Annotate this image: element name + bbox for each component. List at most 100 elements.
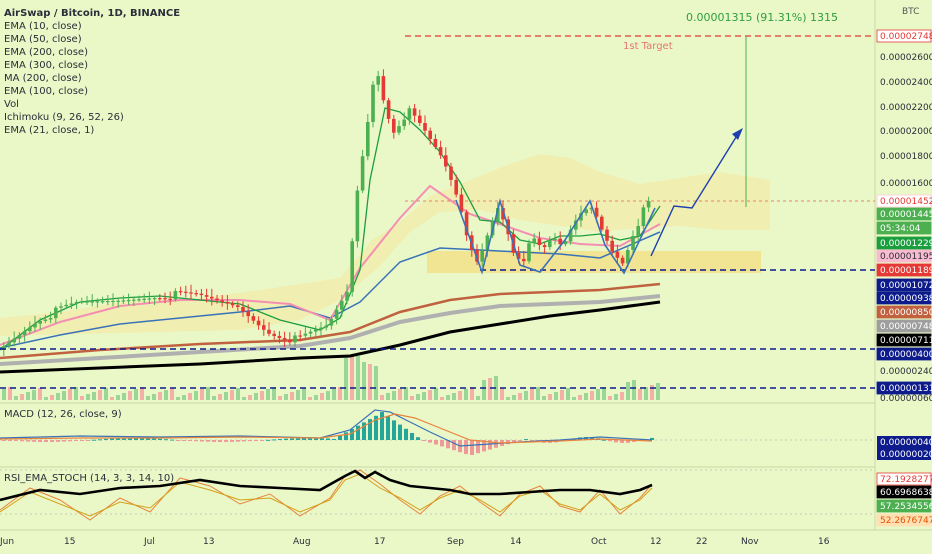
macd-histogram-bar: [314, 438, 318, 440]
stoch-tag-label: 72.19282775: [880, 475, 932, 485]
price-tag: [876, 278, 932, 292]
volume-bar: [308, 397, 312, 400]
candle-bull: [100, 301, 105, 303]
candle-bull: [527, 243, 531, 262]
candle-bull: [646, 201, 651, 208]
volume-bar: [266, 389, 270, 400]
macd-histogram-bar: [140, 438, 144, 440]
volume-bar: [110, 397, 114, 400]
volume-bar: [272, 387, 276, 400]
macd-histogram-bar: [104, 438, 108, 440]
candle-bull: [402, 119, 406, 127]
projection-arrowhead: [732, 128, 743, 140]
candle-bear: [449, 166, 453, 180]
macd-histogram-bar: [380, 412, 384, 440]
volume-bar: [128, 391, 132, 400]
stoch-tag: [876, 513, 932, 527]
stoch-tag-label: 52.26767473: [880, 516, 932, 526]
volume-bar: [254, 393, 258, 400]
candle-bull: [28, 327, 32, 332]
macd-histogram-bar: [44, 440, 48, 442]
volume-bar: [2, 389, 6, 400]
volume-bar: [14, 396, 18, 400]
volume-bar: [74, 387, 78, 400]
macd-histogram-bar: [356, 425, 360, 440]
price-tag: [876, 319, 932, 333]
volume-bar: [44, 397, 48, 400]
volume-bar: [374, 366, 378, 400]
symbol-title: AirSwap / Bitcoin, 1D, BINANCE: [4, 8, 180, 19]
time-tick-label: 15: [64, 537, 75, 547]
candle-bear: [230, 303, 235, 306]
volume-bar: [518, 393, 522, 400]
candle-bear: [594, 207, 599, 217]
indicator-ema10: EMA (10, close): [4, 21, 82, 32]
volume-bar: [212, 396, 216, 400]
volume-bar: [392, 391, 396, 400]
candle-bull: [574, 220, 578, 230]
candle-bull: [584, 209, 588, 214]
price-tag-label: 0.00000131: [880, 384, 932, 394]
candle-bear: [392, 118, 396, 133]
candle-bear: [438, 147, 443, 156]
time-tick-label: 12: [650, 537, 661, 547]
macd-histogram-bar: [422, 440, 426, 441]
macd-histogram-bar: [320, 438, 324, 440]
candle-bear: [433, 138, 438, 148]
candle-bear: [215, 298, 219, 301]
volume-bar: [32, 390, 36, 400]
candle-bull: [17, 334, 22, 339]
time-tick-label: Jul: [143, 537, 155, 547]
volume-bar: [218, 394, 222, 400]
time-tick-label: Sep: [447, 537, 464, 547]
volume-bar: [416, 394, 420, 400]
volume-bar: [200, 389, 204, 400]
candle-bull: [334, 309, 339, 319]
macd-histogram-bar: [98, 439, 102, 441]
price-tick-label: 0.00002400: [880, 78, 932, 88]
volume-bar: [572, 397, 576, 400]
volume-bar: [560, 390, 564, 400]
ichimoku-cloud: [0, 154, 770, 336]
candle-bull: [397, 126, 401, 133]
volume-bar: [278, 396, 282, 400]
volume-bar: [530, 389, 534, 400]
price-tag: [876, 194, 932, 208]
macd-tag: [877, 436, 931, 448]
candle-bear: [600, 216, 604, 230]
volume-bar: [56, 393, 60, 400]
candle-bull: [106, 301, 110, 303]
price-tag-label: 0.00001229: [880, 239, 932, 249]
macd-histogram-bar: [332, 438, 336, 440]
volume-bar: [92, 392, 96, 400]
candle-bear: [178, 291, 183, 293]
price-tag-label: 0.00002748: [880, 32, 932, 42]
price-tag-label: 0.00001445: [880, 210, 932, 220]
macd-histogram-bar: [290, 438, 294, 440]
volume-bar: [656, 383, 660, 400]
macd-histogram-bar: [164, 439, 168, 441]
candle-bull: [90, 301, 94, 303]
stoch-d-line: [0, 473, 653, 517]
volume-bar: [164, 390, 168, 400]
volume-bar: [380, 395, 384, 400]
volume-bar: [626, 382, 630, 400]
candle-bull: [22, 331, 27, 335]
time-tick-label: Nov: [741, 537, 759, 547]
indicator-ichimoku: Ichimoku (9, 26, 52, 26): [4, 112, 124, 123]
volume-bar: [338, 387, 342, 400]
volume-bar: [158, 392, 162, 400]
volume-bar: [194, 391, 198, 400]
volume-bar: [50, 395, 54, 400]
macd-histogram-bar: [170, 439, 174, 441]
volume-bar: [452, 393, 456, 400]
price-tick-label: 0.00002200: [880, 103, 932, 113]
candle-bull: [152, 298, 157, 300]
price-tag-label: 0.00000748: [880, 322, 932, 332]
macd-histogram-bar: [260, 440, 264, 441]
macd-histogram-bar: [32, 440, 36, 442]
macd-histogram-bar: [206, 440, 210, 442]
candle-bull: [407, 108, 412, 120]
candle-bull: [43, 319, 48, 321]
